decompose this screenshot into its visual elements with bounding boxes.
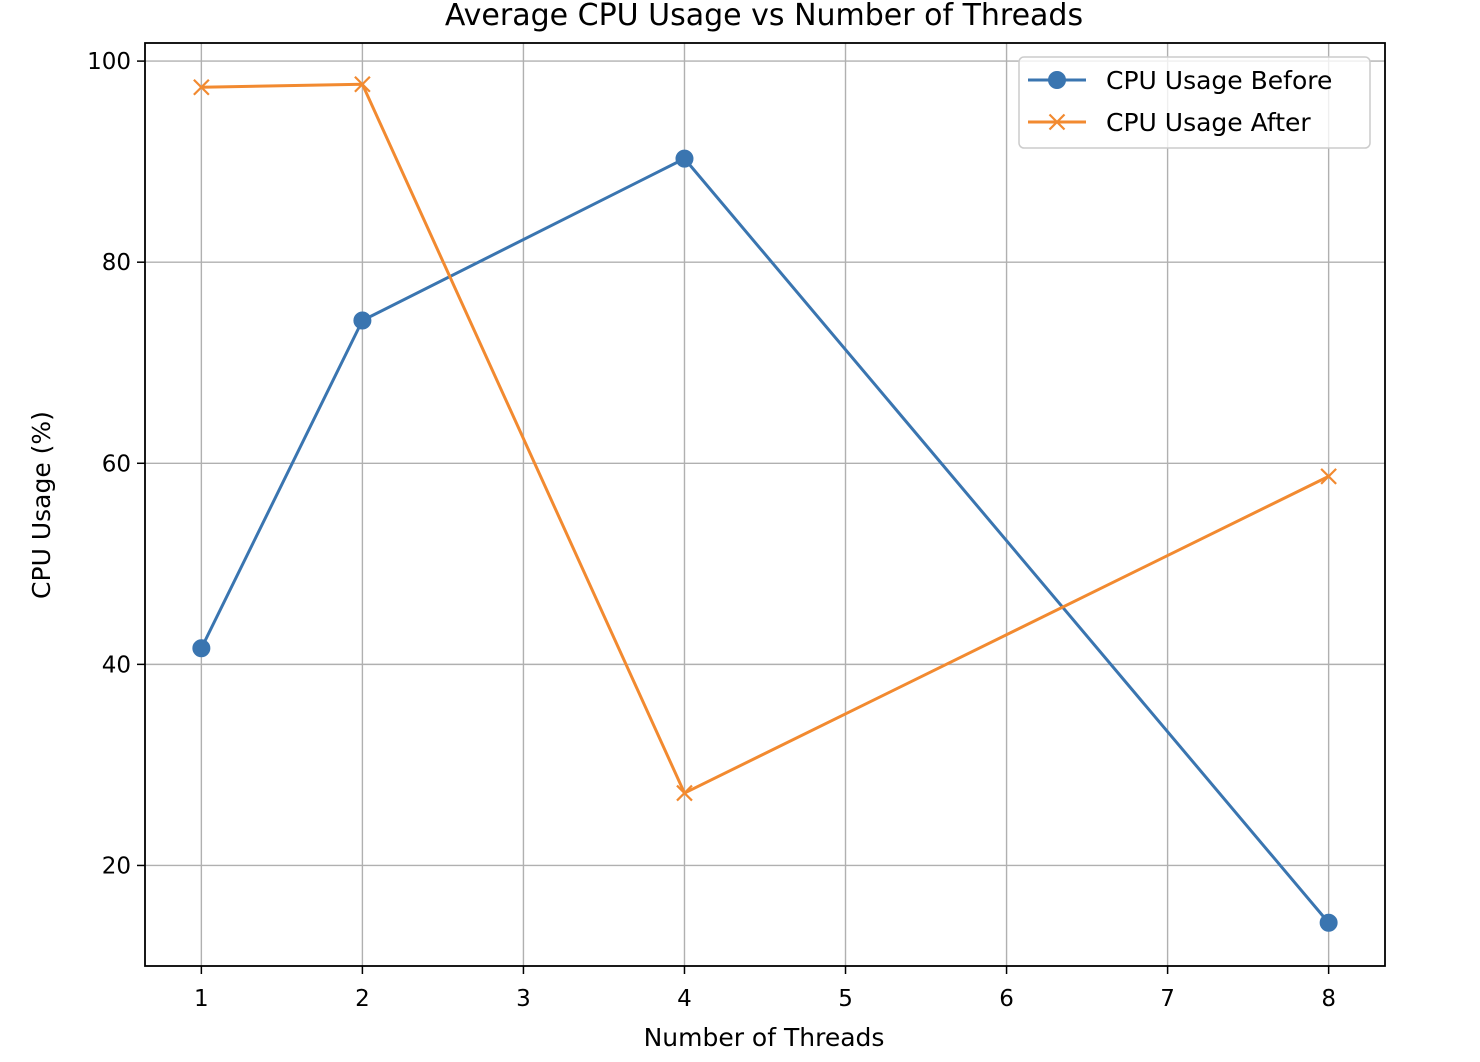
data-point (354, 75, 371, 93)
data-point (675, 149, 694, 168)
series-1 (192, 149, 1338, 932)
legend-marker (1048, 113, 1066, 131)
x-tick-label: 5 (838, 986, 853, 1012)
x-axis-label: Number of Threads (644, 1023, 885, 1052)
y-tick-label: 60 (102, 451, 131, 477)
series-layer (192, 75, 1338, 932)
x-tick-label: 8 (1321, 986, 1336, 1012)
legend-label: CPU Usage Before (1106, 66, 1332, 95)
plot-frame (144, 42, 1386, 967)
legend-box (1018, 56, 1371, 149)
y-tick-label: 40 (102, 652, 131, 678)
x-tick-label: 1 (194, 986, 209, 1012)
y-tick-label: 80 (102, 250, 131, 276)
data-point (193, 78, 210, 96)
x-axis: 1 2 3 4 5 6 7 8 (194, 966, 1336, 1012)
chart-title: Average CPU Usage vs Number of Threads (445, 0, 1083, 33)
legend-label: CPU Usage After (1106, 108, 1311, 137)
series-line (199, 157, 1331, 925)
data-point (353, 311, 372, 330)
legend-entry: CPU Usage Before (1028, 66, 1332, 95)
data-point (192, 639, 211, 658)
data-point (676, 784, 693, 802)
legend-marker (1048, 71, 1066, 89)
x-tick-label: 6 (999, 986, 1014, 1012)
y-tick-label: 100 (87, 49, 131, 75)
x-tick-label: 4 (677, 986, 692, 1012)
series-line (199, 82, 1331, 795)
y-tick-label: 20 (102, 853, 131, 879)
legend: CPU Usage Before CPU Usage After (1018, 56, 1371, 149)
y-axis: 20 40 60 80 100 (87, 49, 145, 879)
series-2 (193, 75, 1337, 802)
y-axis-label: CPU Usage (%) (27, 411, 56, 599)
legend-entries: CPU Usage Before CPU Usage After (1028, 66, 1332, 137)
grid (145, 43, 1385, 966)
x-tick-label: 7 (1160, 986, 1175, 1012)
data-point (1320, 468, 1337, 485)
x-tick-label: 2 (355, 986, 370, 1012)
x-tick-label: 3 (516, 986, 531, 1012)
data-point (1319, 913, 1338, 932)
legend-entry: CPU Usage After (1028, 108, 1311, 137)
